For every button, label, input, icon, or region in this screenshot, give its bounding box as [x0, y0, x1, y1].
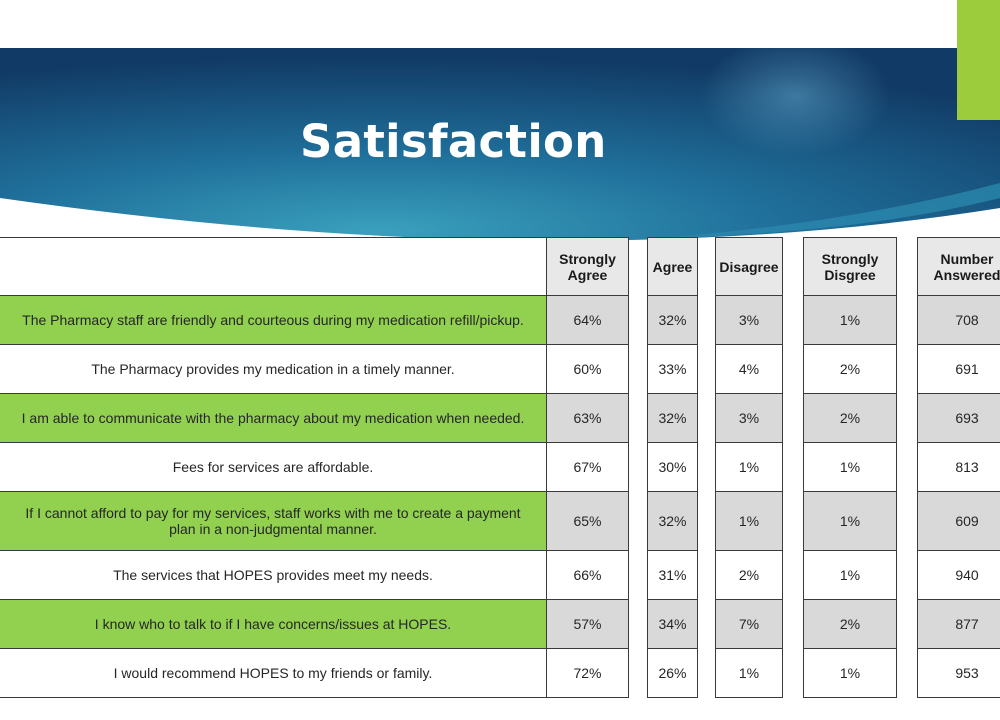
cell-disagree: 3%: [715, 394, 783, 443]
cell-agree: 26%: [647, 649, 698, 698]
cell-disagree: 2%: [715, 551, 783, 600]
cell-statement: I would recommend HOPES to my friends or…: [0, 649, 548, 698]
cell-number-answered: 609: [917, 492, 1000, 551]
cell-agree: 34%: [647, 600, 698, 649]
cell-disagree: 4%: [715, 345, 783, 394]
cell-strongly-agree: 64%: [546, 296, 629, 345]
page-title: Satisfaction: [300, 115, 607, 168]
cell-strongly-agree: 66%: [546, 551, 629, 600]
cell-disagree: 1%: [715, 649, 783, 698]
cell-strongly-disagree: 2%: [803, 394, 897, 443]
cell-strongly-disagree: 1%: [803, 551, 897, 600]
cell-strongly-disagree: 2%: [803, 345, 897, 394]
header-disagree: Disagree: [715, 237, 783, 296]
cell-statement: If I cannot afford to pay for my service…: [0, 492, 548, 551]
cell-strongly-disagree: 1%: [803, 443, 897, 492]
cell-strongly-agree: 63%: [546, 394, 629, 443]
header-number-answered: Number Answered: [917, 237, 1000, 296]
cell-strongly-disagree: 1%: [803, 649, 897, 698]
cell-agree: 33%: [647, 345, 698, 394]
cell-strongly-agree: 67%: [546, 443, 629, 492]
header-agree: Agree: [647, 237, 698, 296]
cell-number-answered: 813: [917, 443, 1000, 492]
cell-statement: I am able to communicate with the pharma…: [0, 394, 548, 443]
cell-disagree: 3%: [715, 296, 783, 345]
cell-statement: Fees for services are affordable.: [0, 443, 548, 492]
cell-strongly-agree: 57%: [546, 600, 629, 649]
cell-strongly-agree: 60%: [546, 345, 629, 394]
cell-disagree: 1%: [715, 443, 783, 492]
cell-statement: The Pharmacy provides my medication in a…: [0, 345, 548, 394]
cell-agree: 32%: [647, 296, 698, 345]
cell-strongly-agree: 72%: [546, 649, 629, 698]
cell-number-answered: 708: [917, 296, 1000, 345]
cell-number-answered: 691: [917, 345, 1000, 394]
cell-disagree: 1%: [715, 492, 783, 551]
cell-strongly-agree: 65%: [546, 492, 629, 551]
cell-agree: 30%: [647, 443, 698, 492]
cell-strongly-disagree: 2%: [803, 600, 897, 649]
cell-agree: 31%: [647, 551, 698, 600]
title-banner: [0, 48, 1000, 248]
cell-statement: The Pharmacy staff are friendly and cour…: [0, 296, 548, 345]
cell-strongly-disagree: 1%: [803, 492, 897, 551]
cell-number-answered: 693: [917, 394, 1000, 443]
header-strongly-agree: Strongly Agree: [546, 237, 629, 296]
header-statement: [0, 237, 548, 296]
header-strongly-disagree: Strongly Disgree: [803, 237, 897, 296]
cell-number-answered: 940: [917, 551, 1000, 600]
accent-bar: [957, 0, 1000, 120]
cell-agree: 32%: [647, 394, 698, 443]
cell-statement: I know who to talk to if I have concerns…: [0, 600, 548, 649]
cell-number-answered: 953: [917, 649, 1000, 698]
cell-disagree: 7%: [715, 600, 783, 649]
cell-agree: 32%: [647, 492, 698, 551]
cell-strongly-disagree: 1%: [803, 296, 897, 345]
cell-statement: The services that HOPES provides meet my…: [0, 551, 548, 600]
cell-number-answered: 877: [917, 600, 1000, 649]
